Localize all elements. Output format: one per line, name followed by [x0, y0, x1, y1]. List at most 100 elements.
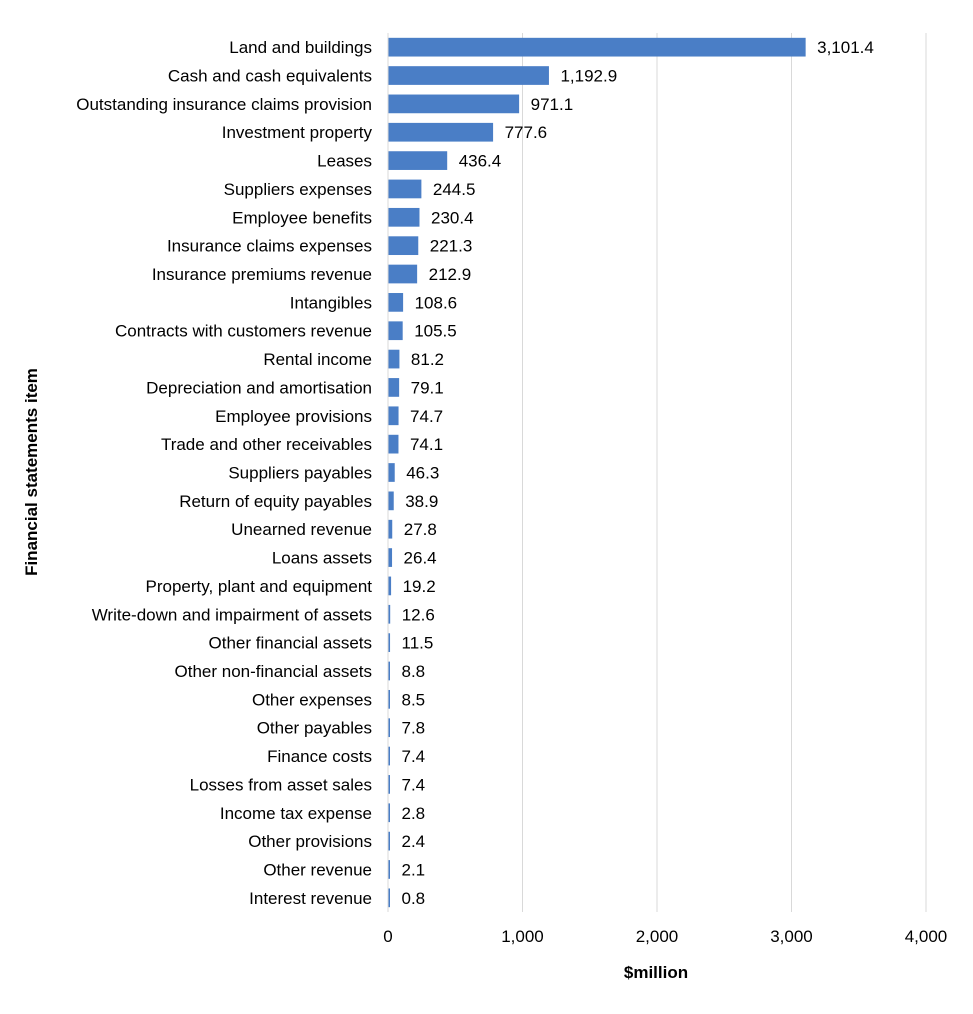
category-label: Leases — [317, 152, 372, 171]
bar — [388, 94, 520, 114]
value-label: 7.4 — [402, 775, 426, 794]
bar — [388, 151, 448, 170]
bar — [388, 264, 418, 284]
value-label: 11.5 — [402, 634, 434, 653]
value-label: 0.8 — [402, 889, 426, 908]
value-label: 2.8 — [402, 804, 426, 823]
bar — [388, 689, 390, 709]
y-axis-title: Financial statements item — [22, 368, 41, 576]
bar — [388, 179, 422, 199]
category-label: Investment property — [222, 123, 373, 142]
bars — [388, 37, 806, 908]
bar — [388, 604, 391, 624]
bar — [388, 519, 393, 539]
category-label: Finance costs — [267, 747, 372, 766]
value-label: 108.6 — [415, 293, 458, 312]
value-label: 971.1 — [531, 95, 574, 114]
category-label: Other revenue — [263, 860, 372, 879]
value-label: 38.9 — [405, 492, 438, 511]
category-label: Rental income — [263, 350, 372, 369]
bar — [388, 803, 390, 823]
bar — [388, 831, 390, 851]
category-label: Suppliers payables — [228, 464, 372, 483]
bar — [388, 718, 390, 738]
bar — [388, 378, 400, 397]
bar — [388, 888, 390, 908]
category-label: Losses from asset sales — [190, 775, 372, 794]
category-label: Unearned revenue — [231, 520, 372, 539]
category-label: Other financial assets — [209, 634, 372, 653]
bar — [388, 661, 390, 681]
category-label: Land and buildings — [229, 38, 372, 57]
bar — [388, 746, 390, 766]
category-label: Trade and other receivables — [161, 435, 372, 454]
value-label: 79.1 — [411, 378, 444, 397]
category-label: Outstanding insurance claims provision — [76, 95, 372, 114]
value-label: 26.4 — [404, 549, 437, 568]
value-label: 3,101.4 — [817, 38, 874, 57]
category-label: Cash and cash equivalents — [168, 67, 372, 86]
value-label: 7.4 — [402, 747, 426, 766]
value-label: 2.1 — [402, 860, 426, 879]
bar — [388, 236, 419, 256]
bar — [388, 293, 404, 312]
category-label: Other payables — [257, 719, 372, 738]
bar — [388, 775, 390, 794]
bar — [388, 860, 390, 879]
value-label: 1,192.9 — [560, 67, 617, 86]
value-label: 8.5 — [402, 690, 426, 709]
x-tick-label: 2,000 — [636, 927, 679, 946]
value-label: 74.7 — [410, 407, 443, 426]
x-tick-labels: 0 1,000 2,000 3,000 4,000 — [383, 927, 947, 946]
bar — [388, 463, 395, 482]
category-labels: Land and buildings Cash and cash equivale… — [76, 38, 372, 908]
value-label: 777.6 — [505, 123, 548, 142]
category-label: Property, plant and equipment — [146, 577, 373, 596]
category-label: Depreciation and amortisation — [146, 378, 372, 397]
bar — [388, 37, 806, 57]
x-tick-label: 0 — [383, 927, 392, 946]
bar — [388, 548, 393, 567]
bar — [388, 491, 394, 511]
bar — [388, 321, 403, 341]
value-label: 230.4 — [431, 208, 474, 227]
category-label: Loans assets — [272, 549, 372, 568]
x-tick-label: 4,000 — [905, 927, 948, 946]
bar — [388, 576, 392, 596]
x-tick-label: 1,000 — [501, 927, 544, 946]
category-label: Contracts with customers revenue — [115, 322, 372, 341]
category-label: Interest revenue — [249, 889, 372, 908]
gridlines — [387, 33, 927, 912]
value-label: 7.8 — [402, 719, 426, 738]
value-label: 2.4 — [402, 832, 426, 851]
value-label: 46.3 — [406, 464, 439, 483]
bar — [388, 349, 400, 369]
bar — [388, 66, 549, 85]
bar — [388, 434, 399, 454]
value-label: 221.3 — [430, 237, 473, 256]
x-tick-label: 3,000 — [770, 927, 813, 946]
value-label: 105.5 — [414, 322, 457, 341]
value-label: 12.6 — [402, 605, 435, 624]
x-axis-title: $million — [624, 963, 688, 982]
category-label: Insurance premiums revenue — [152, 265, 372, 284]
value-label: 27.8 — [404, 520, 437, 539]
category-label: Write-down and impairment of assets — [92, 605, 372, 624]
category-label: Other expenses — [252, 690, 372, 709]
category-label: Intangibles — [290, 293, 372, 312]
category-label: Other non-financial assets — [175, 662, 373, 681]
bar — [388, 207, 420, 227]
bar — [388, 406, 399, 426]
bar — [388, 122, 494, 142]
value-label: 212.9 — [429, 265, 472, 284]
category-label: Insurance claims expenses — [167, 237, 372, 256]
value-label: 19.2 — [403, 577, 436, 596]
value-label: 8.8 — [402, 662, 426, 681]
value-label: 244.5 — [433, 180, 476, 199]
bar — [388, 633, 391, 652]
category-label: Other provisions — [248, 832, 372, 851]
value-label: 74.1 — [410, 435, 443, 454]
value-label: 436.4 — [459, 152, 502, 171]
